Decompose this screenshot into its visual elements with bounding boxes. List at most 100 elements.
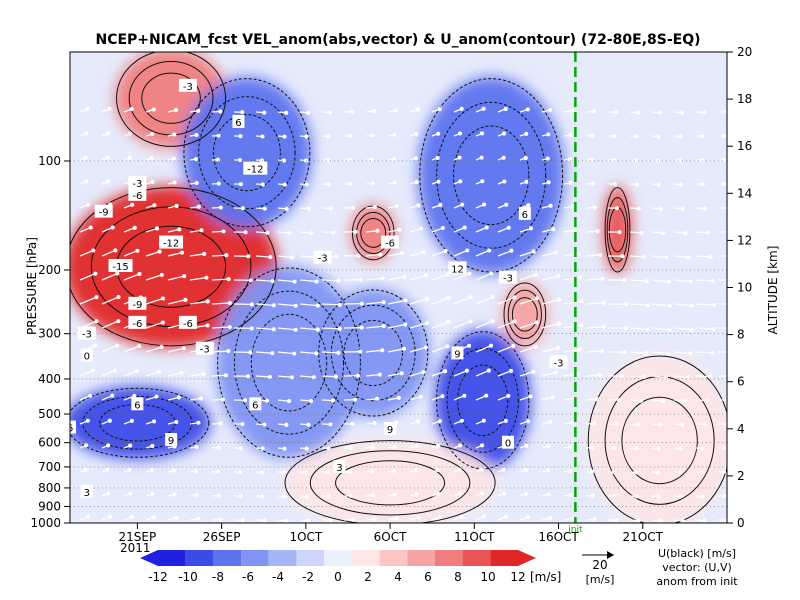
vector-head-437 [617, 230, 622, 235]
vector-425 [585, 374, 600, 377]
x-tick-label-6: 21OCT [623, 530, 664, 544]
vector-head-536 [722, 445, 727, 450]
legend-vector-unit: [m/s] [586, 573, 615, 586]
y2-tick-label-5: 10 [737, 281, 752, 295]
vector-head-522 [724, 109, 727, 114]
contour-label-bg-6 [108, 258, 133, 272]
vector-352 [497, 345, 514, 353]
vector-head-347 [506, 225, 511, 230]
vector-head-377 [526, 515, 531, 520]
vector-209 [321, 375, 336, 378]
vector-head-283 [416, 419, 421, 424]
contour-label-bg-9 [128, 315, 147, 329]
vector-head-428 [590, 445, 595, 450]
vector-head-354 [506, 393, 511, 398]
vector-208 [321, 351, 339, 354]
vector-head-110 [215, 157, 221, 162]
vector-head-165 [282, 182, 287, 187]
vector-head-452 [633, 158, 639, 163]
vector-head-489 [678, 182, 683, 187]
vector-head-131 [243, 230, 248, 235]
vector-head-63 [160, 320, 165, 325]
vector-head-417 [590, 181, 595, 186]
vector-head-105 [193, 469, 198, 474]
vector-head-316 [467, 343, 472, 348]
vector-head-232 [348, 493, 353, 498]
vector-387 [541, 323, 560, 329]
vector-head-130 [240, 206, 245, 211]
contour-label-bg-13 [80, 348, 93, 362]
vector-head-206 [337, 302, 342, 307]
vector-350 [497, 296, 515, 305]
vector-head-287 [416, 515, 421, 520]
colorbar-segment-5 [296, 550, 325, 566]
vector-head-463 [636, 422, 641, 427]
vector-head-477 [667, 327, 672, 332]
vector-head-274 [416, 203, 421, 208]
vector-head-124 [216, 493, 221, 498]
vector-head-241 [380, 276, 385, 281]
vector-368 [519, 297, 538, 305]
vector-458 [629, 303, 648, 306]
contour-label-27: 0 [505, 439, 511, 450]
vector-head-115 [226, 277, 231, 282]
vector-head-171 [293, 327, 298, 332]
vector-head-314 [468, 295, 473, 300]
vector-79 [167, 275, 185, 281]
contour-label-14: -6 [385, 239, 395, 250]
colorbar-segment-7 [351, 550, 380, 566]
vector-head-271 [414, 132, 419, 137]
contour-7-0 [70, 387, 210, 458]
contour-label-28: -3 [554, 358, 564, 369]
vector-head-32 [106, 443, 111, 448]
vector-173 [277, 375, 292, 379]
legend-text-2: vector: (U,V) [662, 561, 732, 574]
vector-head-422 [601, 300, 606, 305]
vector-head-433 [612, 134, 617, 139]
vector-head-4 [86, 202, 91, 207]
vector-head-360 [525, 107, 530, 112]
vector-head-416 [589, 157, 595, 162]
vector-head-372 [528, 394, 533, 399]
vector-head-462 [639, 398, 644, 403]
vector-head-530 [734, 302, 737, 305]
vector-head-135 [249, 326, 254, 331]
vector-head-488 [677, 158, 683, 163]
vector-head-70 [150, 491, 155, 496]
vector-61 [145, 274, 163, 281]
vector-head-520 [700, 494, 705, 499]
vector-head-26 [116, 295, 121, 300]
vector-205 [321, 279, 339, 282]
contour-label-5: -9 [99, 208, 109, 219]
vector-head-14 [84, 443, 89, 448]
vector-head-327 [480, 179, 485, 184]
vector-115 [211, 278, 229, 281]
vector-477 [651, 327, 670, 331]
vector-head-537 [721, 469, 727, 474]
vector-head-413 [570, 516, 575, 521]
vector-6 [79, 249, 94, 257]
vector-head-46 [137, 344, 142, 349]
vector-head-92 [193, 157, 198, 162]
vector-head-365 [528, 226, 534, 231]
vector-head-473 [661, 231, 666, 236]
vector-head-509 [705, 230, 710, 235]
vector-head-112 [218, 205, 223, 210]
vector-head-211 [328, 422, 333, 427]
colorbar-tick-8: 4 [394, 570, 402, 584]
vector-152 [255, 303, 274, 306]
vector-29 [101, 369, 116, 377]
vector-head-370 [533, 344, 538, 349]
vector-head-36 [129, 106, 134, 112]
vector-424 [585, 350, 603, 353]
vector-head-487 [678, 134, 683, 139]
vector-head-329 [484, 225, 489, 230]
vector-head-504 [702, 110, 707, 115]
vector-head-162 [284, 110, 289, 115]
contour-label-11: -3 [82, 330, 92, 341]
vector-head-529 [733, 278, 736, 281]
vector-388 [541, 347, 559, 353]
contour-11-0 [284, 440, 496, 523]
vector-head-159 [259, 470, 265, 475]
vector-head-152 [271, 303, 276, 308]
